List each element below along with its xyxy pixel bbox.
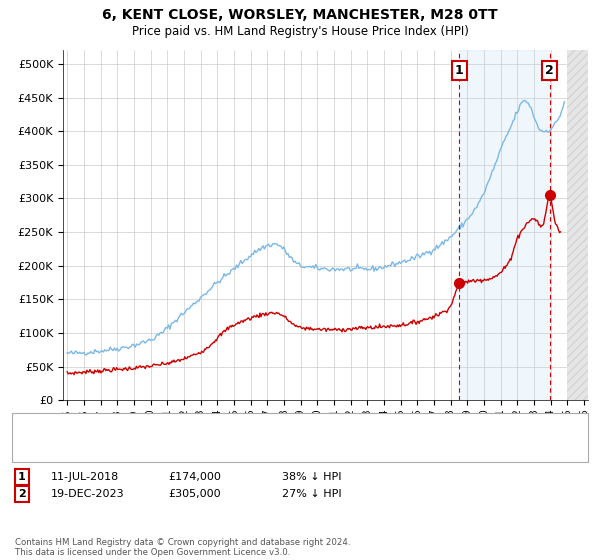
Text: HPI: Average price, detached house, Salford: HPI: Average price, detached house, Salf… — [36, 449, 266, 459]
Text: 1: 1 — [18, 472, 26, 482]
Text: 6, KENT CLOSE, WORSLEY, MANCHESTER, M28 0TT: 6, KENT CLOSE, WORSLEY, MANCHESTER, M28 … — [102, 8, 498, 22]
Text: 2: 2 — [18, 489, 26, 499]
Text: 38% ↓ HPI: 38% ↓ HPI — [282, 472, 341, 482]
Text: 1: 1 — [455, 64, 464, 77]
Bar — [460, 50, 550, 400]
Text: 6, KENT CLOSE, WORSLEY, MANCHESTER, M28 0TT (detached house): 6, KENT CLOSE, WORSLEY, MANCHESTER, M28 … — [36, 438, 395, 449]
Text: Price paid vs. HM Land Registry's House Price Index (HPI): Price paid vs. HM Land Registry's House … — [131, 25, 469, 38]
Text: 11-JUL-2018: 11-JUL-2018 — [51, 472, 119, 482]
Bar — [566, 50, 588, 400]
Text: 2: 2 — [545, 64, 554, 77]
Text: £305,000: £305,000 — [168, 489, 221, 499]
Text: Contains HM Land Registry data © Crown copyright and database right 2024.
This d: Contains HM Land Registry data © Crown c… — [15, 538, 350, 557]
Text: 27% ↓ HPI: 27% ↓ HPI — [282, 489, 341, 499]
Bar — [566, 50, 588, 400]
Text: 19-DEC-2023: 19-DEC-2023 — [51, 489, 125, 499]
Text: £174,000: £174,000 — [168, 472, 221, 482]
